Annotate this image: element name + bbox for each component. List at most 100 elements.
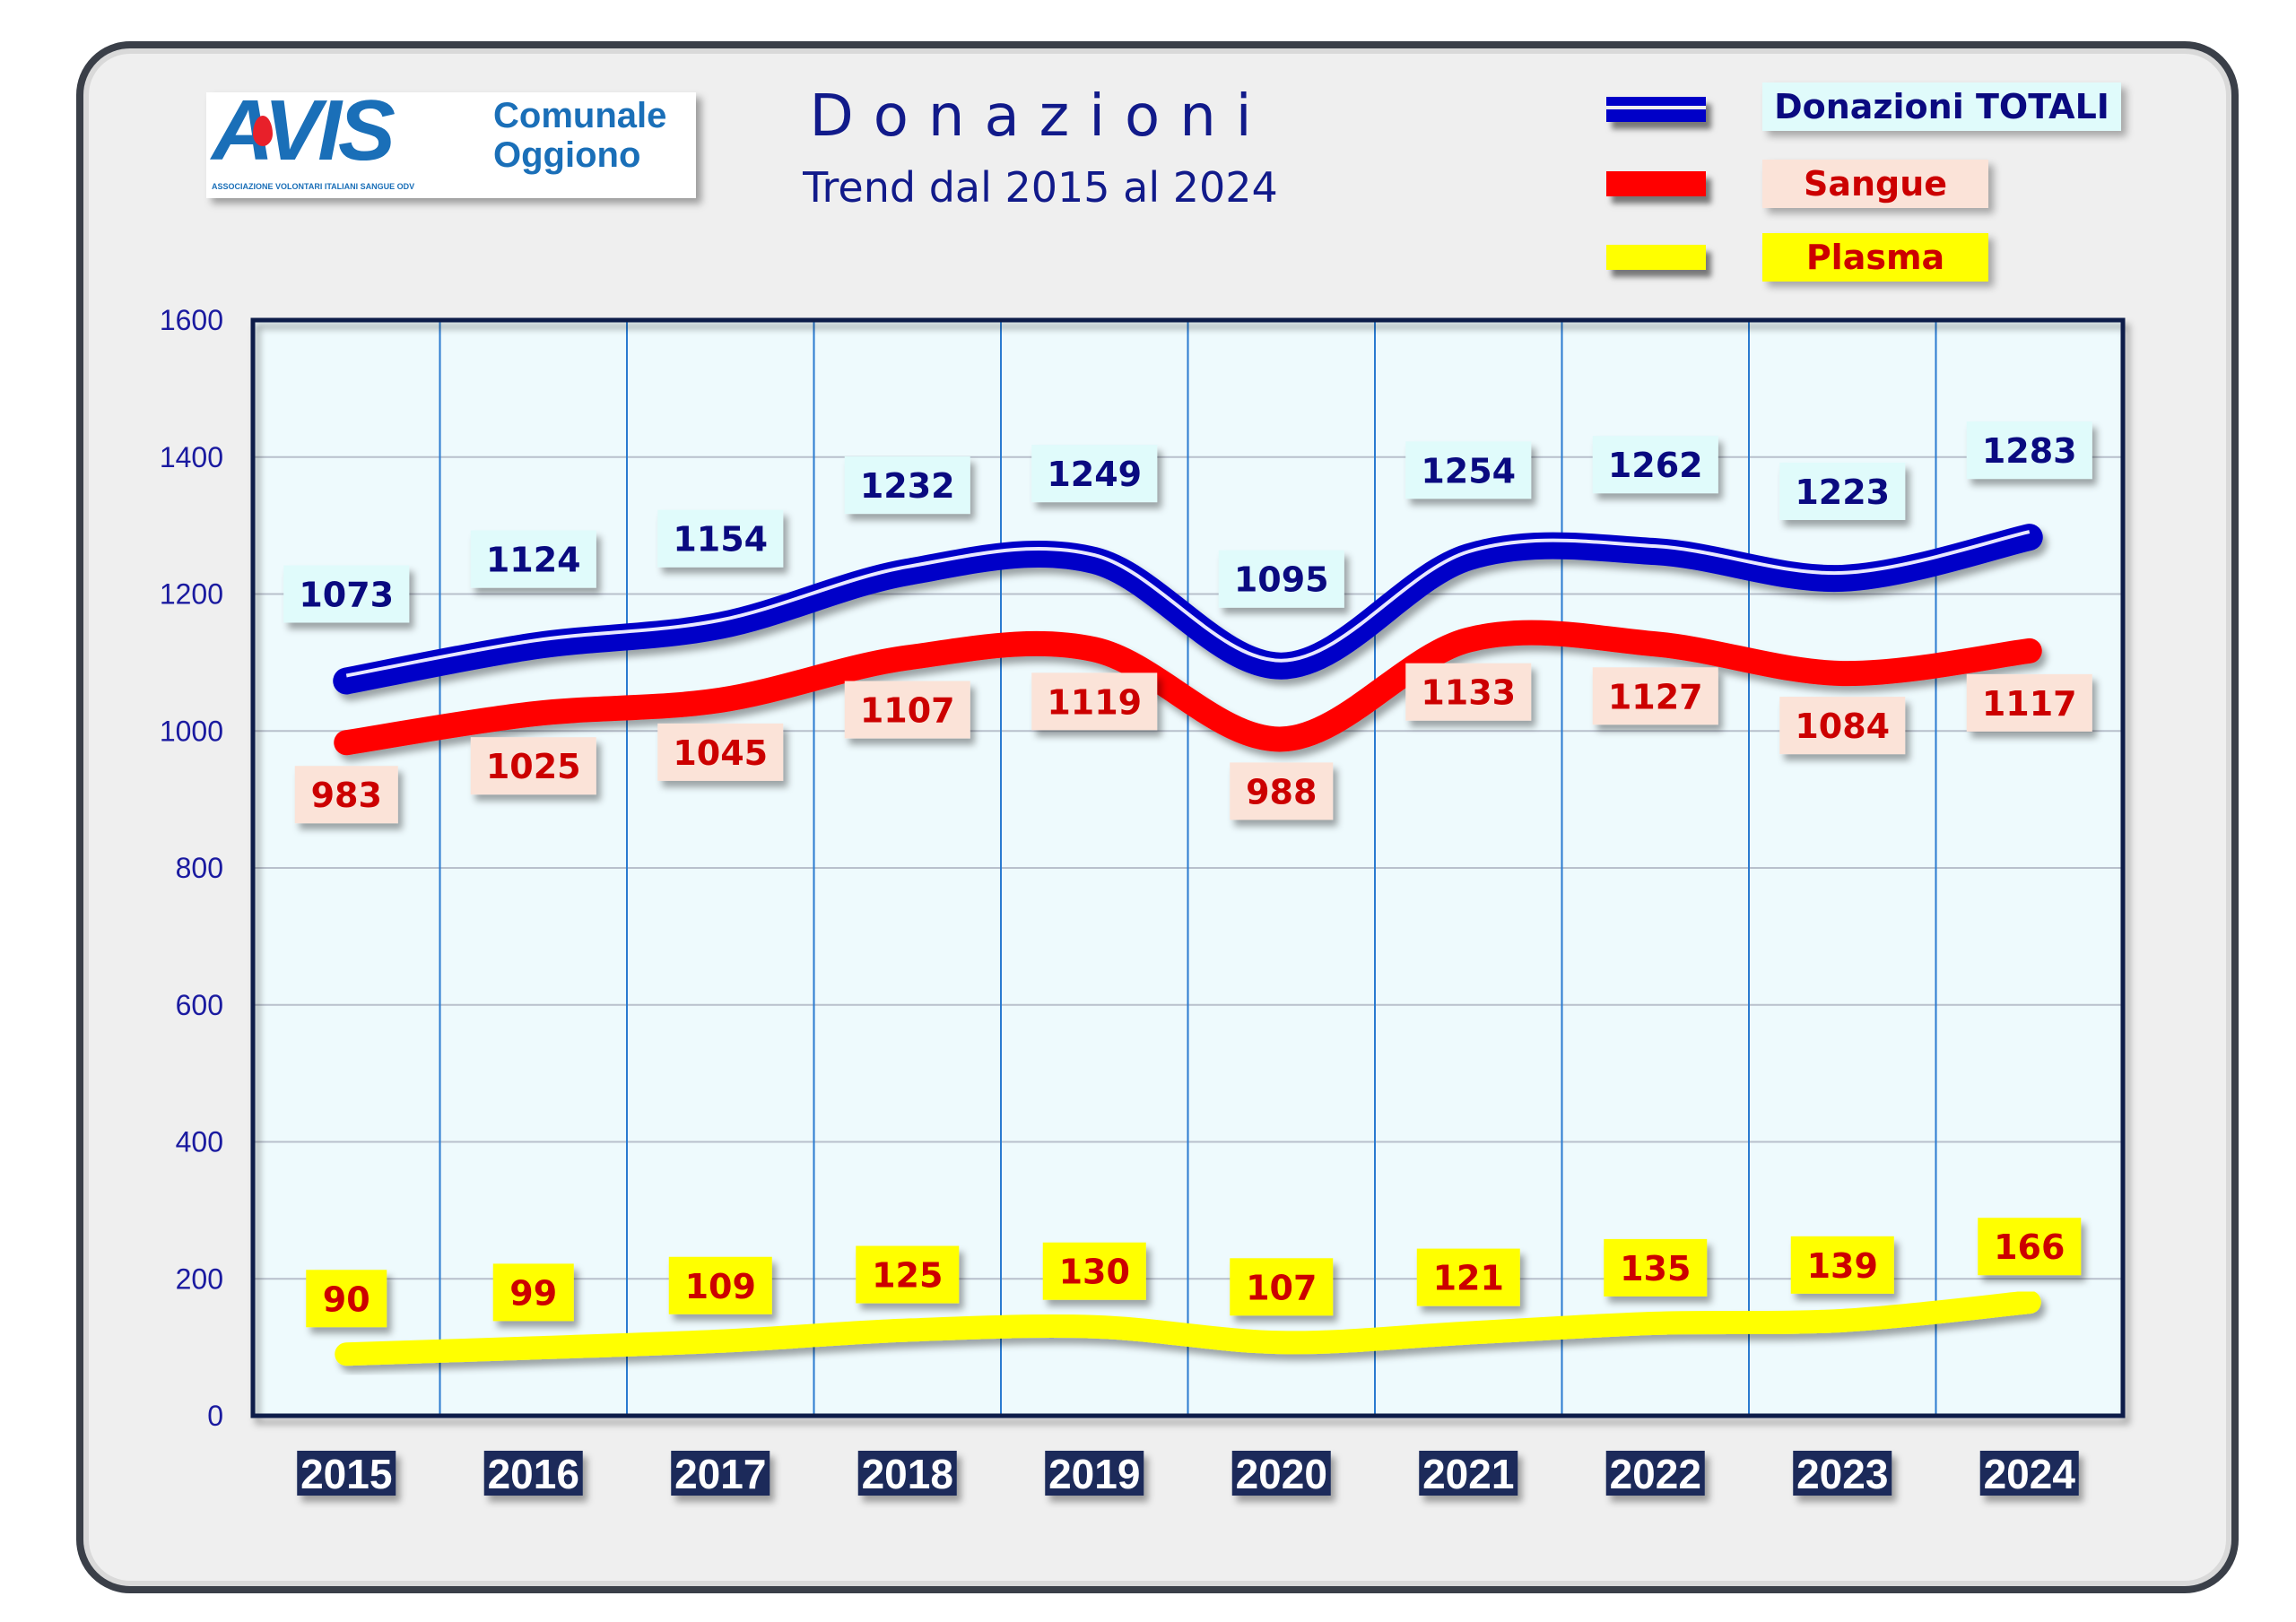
data-label-bg <box>1230 1258 1334 1316</box>
data-label: 130 <box>1059 1253 1130 1292</box>
logo-mark: AVIS <box>212 82 396 178</box>
x-tick-label: 2015 <box>300 1451 392 1497</box>
data-label-bg <box>1604 1238 1708 1297</box>
data-label: 1025 <box>486 747 581 786</box>
y-tick-label: 1400 <box>160 441 223 473</box>
x-tick-label: 2016 <box>488 1451 579 1497</box>
data-label: 1154 <box>673 520 768 559</box>
data-label: 121 <box>1433 1259 1504 1298</box>
data-label: 107 <box>1246 1268 1317 1307</box>
data-label-bg <box>657 509 784 568</box>
legend-line-totali <box>1606 97 1706 122</box>
data-label-bg <box>1779 697 1906 755</box>
y-tick-label: 1200 <box>160 578 223 611</box>
data-label-bg <box>1230 762 1334 820</box>
data-label-bg <box>1966 421 2092 480</box>
data-label: 99 <box>509 1273 557 1313</box>
x-tick-label: 2023 <box>1796 1451 1888 1497</box>
legend-label-totali: Donazioni TOTALI <box>1762 82 2121 131</box>
data-label-bg <box>1966 673 2092 732</box>
data-label-bg <box>1218 550 1344 608</box>
chart-title: Donazioni <box>809 83 1272 150</box>
x-tick-label: 2020 <box>1236 1451 1327 1497</box>
data-label-bg <box>306 1270 387 1328</box>
data-label-bg <box>1405 663 1532 721</box>
data-label: 1223 <box>1795 473 1890 512</box>
data-label-bg <box>470 530 596 588</box>
data-label-bg <box>1592 436 1718 494</box>
data-label-bg <box>492 1263 574 1322</box>
avis-logo: AVIS ASSOCIAZIONE VOLONTARI ITALIANI SAN… <box>206 82 696 198</box>
data-label-bg <box>856 1245 960 1304</box>
data-label-bg <box>1779 462 1906 520</box>
data-label-bg <box>470 737 596 795</box>
data-label-bg <box>1978 1218 2082 1276</box>
data-label: 1095 <box>1234 560 1329 600</box>
x-tick-bg <box>1979 1451 2079 1496</box>
y-tick-label: 1600 <box>160 304 223 336</box>
series-line-1 <box>334 620 2042 756</box>
x-tick-label: 2018 <box>862 1451 953 1497</box>
x-tick-bg <box>1231 1451 1331 1496</box>
x-tick-bg <box>1793 1451 1892 1496</box>
data-label-bg <box>294 766 398 824</box>
data-label: 166 <box>1994 1227 2065 1267</box>
data-label: 125 <box>872 1256 943 1296</box>
data-label: 983 <box>311 776 382 815</box>
legend-line-plasma <box>1606 245 1706 270</box>
legend-label-sangue: Sangue <box>1762 160 1988 208</box>
data-label: 1124 <box>486 541 581 580</box>
y-tick-label: 600 <box>176 989 223 1021</box>
logo-name-line1: Comunale <box>493 96 667 135</box>
x-tick-label: 2024 <box>1984 1451 2076 1497</box>
data-label: 1045 <box>673 733 768 773</box>
data-label: 1119 <box>1047 682 1142 722</box>
data-label-bg <box>1416 1248 1520 1306</box>
data-label-bg <box>1790 1236 1894 1294</box>
legend-label-plasma: Plasma <box>1762 233 1988 282</box>
data-label-bg <box>657 723 784 781</box>
series-line-2 <box>335 1290 2041 1366</box>
data-label: 1283 <box>1982 431 2077 471</box>
y-tick-label: 1000 <box>160 715 223 747</box>
y-tick-label: 800 <box>176 852 223 884</box>
data-label-bg <box>1031 672 1158 731</box>
data-label: 1133 <box>1421 673 1516 713</box>
x-tick-label: 2017 <box>674 1451 766 1497</box>
x-tick-label: 2022 <box>1610 1451 1701 1497</box>
data-label: 90 <box>323 1279 370 1319</box>
y-tick-label: 200 <box>176 1262 223 1295</box>
x-tick-bg <box>671 1451 770 1496</box>
logo-name: Comunale Oggiono <box>493 92 666 175</box>
data-label-bg <box>668 1256 772 1314</box>
data-label: 1084 <box>1795 707 1890 746</box>
logo-tagline: ASSOCIAZIONE VOLONTARI ITALIANI SANGUE O… <box>212 182 415 191</box>
logo-name-line2: Oggiono <box>493 135 641 175</box>
x-tick-bg <box>297 1451 396 1496</box>
data-label: 1249 <box>1047 455 1142 494</box>
data-label-bg <box>283 565 410 623</box>
data-label: 1117 <box>1982 684 2077 724</box>
data-label: 1073 <box>299 575 394 614</box>
data-label-bg <box>844 681 970 739</box>
data-label: 109 <box>685 1267 756 1306</box>
chart-subtitle: Trend dal 2015 al 2024 <box>803 163 1278 212</box>
series-line-highlight <box>345 530 2031 678</box>
data-label: 1254 <box>1421 451 1516 490</box>
legend-line-sangue <box>1606 171 1706 196</box>
series-line-0 <box>333 524 2043 695</box>
data-label: 139 <box>1807 1246 1878 1286</box>
data-label: 1127 <box>1608 677 1703 716</box>
x-tick-label: 2021 <box>1422 1451 1514 1497</box>
data-label-bg <box>844 456 970 515</box>
x-tick-bg <box>1045 1451 1144 1496</box>
x-tick-bg <box>1605 1451 1705 1496</box>
data-label-bg <box>1405 441 1532 499</box>
data-label: 1107 <box>860 691 955 731</box>
data-label: 988 <box>1246 772 1317 811</box>
x-tick-label: 2019 <box>1048 1451 1140 1497</box>
data-label-bg <box>1031 445 1158 503</box>
data-label-bg <box>1042 1242 1146 1300</box>
y-tick-label: 400 <box>176 1126 223 1158</box>
